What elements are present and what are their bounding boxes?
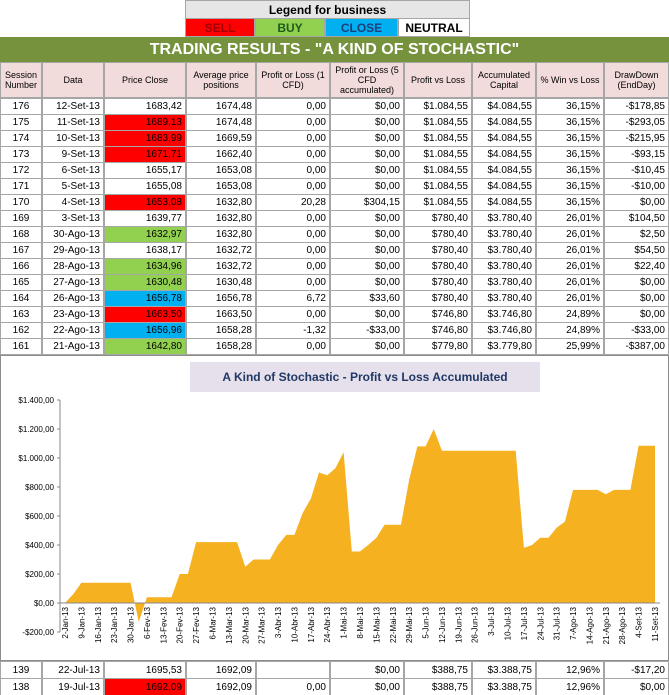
- column-header: Accumulated Capital: [472, 62, 536, 98]
- table-cell: 12,96%: [536, 678, 604, 695]
- table-cell: $3.388,75: [472, 678, 536, 695]
- x-tick-label: 10-Jul-13: [504, 606, 513, 640]
- x-tick-label: 31-Jul-13: [553, 606, 562, 640]
- x-tick-label: 3-Abr-13: [274, 606, 283, 638]
- column-header: DrawDown (EndDay): [604, 62, 669, 98]
- table-cell: 1658,28: [186, 338, 256, 355]
- column-header: Price Close: [104, 62, 186, 98]
- column-header: Session Number: [0, 62, 42, 98]
- x-tick-label: 13-Mar-13: [225, 606, 234, 643]
- x-tick-label: 13-Fev-13: [159, 606, 168, 643]
- chart-title: A Kind of Stochastic - Profit vs Loss Ac…: [222, 370, 507, 384]
- chart-title-box: [190, 362, 540, 392]
- x-tick-label: 26-Jun-13: [471, 606, 480, 643]
- x-tick-label: 27-Fev-13: [192, 606, 201, 643]
- x-tick-label: 20-Fev-13: [176, 606, 185, 643]
- table-cell: $0,00: [330, 338, 404, 355]
- y-tick-label: $600,00: [25, 512, 54, 521]
- column-header: Data: [42, 62, 104, 98]
- x-tick-label: 11-Set-13: [651, 606, 660, 641]
- x-tick-label: 17-Abr-13: [307, 606, 316, 642]
- x-tick-label: 3-Jul-13: [487, 606, 496, 635]
- x-tick-label: 12-Jun-13: [438, 606, 447, 643]
- y-tick-label: $800,00: [25, 483, 54, 492]
- column-header: Average price positions: [186, 62, 256, 98]
- legend-item: BUY: [255, 18, 325, 37]
- x-tick-label: 5-Jun-13: [422, 606, 431, 638]
- x-tick-label: 24-Jul-13: [536, 606, 545, 640]
- x-tick-label: 20-Mar-13: [241, 606, 250, 643]
- x-tick-label: 29-Mai-13: [405, 606, 414, 643]
- x-tick-label: 19-Jun-13: [454, 606, 463, 643]
- x-tick-label: 17-Jul-13: [520, 606, 529, 640]
- x-tick-label: 16-Jan-13: [94, 606, 103, 643]
- y-tick-label: $1.200,00: [18, 425, 54, 434]
- table-cell: 0,00: [256, 338, 330, 355]
- y-tick-label: $1.000,00: [18, 454, 54, 463]
- x-tick-label: 8-Mai-13: [356, 606, 365, 638]
- x-tick-label: 2-Jan-13: [61, 606, 70, 638]
- x-tick-label: 6-Fev-13: [143, 606, 152, 639]
- column-header: Profit or Loss (5 CFD accumulated): [330, 62, 404, 98]
- x-tick-label: 30-Jan-13: [127, 606, 136, 643]
- area: [65, 429, 655, 622]
- x-tick-label: 22-Mai-13: [389, 606, 398, 643]
- table-cell: 1692,09: [104, 678, 186, 695]
- x-tick-label: 15-Mai-13: [372, 606, 381, 643]
- table-cell: $3.779,80: [472, 338, 536, 355]
- x-tick-label: 28-Ago-13: [618, 606, 627, 644]
- table-cell: 25,99%: [536, 338, 604, 355]
- x-tick-label: 9-Jan-13: [77, 606, 86, 638]
- y-tick-label: $0,00: [34, 599, 55, 608]
- table-cell: 19-Jul-13: [42, 678, 104, 695]
- x-tick-label: 7-Ago-13: [569, 606, 578, 639]
- table-cell: 1642,80: [104, 338, 186, 355]
- x-tick-label: 27-Mar-13: [258, 606, 267, 643]
- table-cell: 161: [0, 338, 42, 355]
- legend-item: SELL: [185, 18, 255, 37]
- table-cell: $388,75: [404, 678, 472, 695]
- table-cell: 0,00: [256, 678, 330, 695]
- column-header: % Win vs Loss: [536, 62, 604, 98]
- table-cell: 21-Ago-13: [42, 338, 104, 355]
- x-tick-label: 14-Ago-13: [585, 606, 594, 644]
- legend-item: CLOSE: [325, 18, 398, 37]
- legend-item: NEUTRAL: [398, 18, 470, 37]
- table-cell: 138: [0, 678, 42, 695]
- table-title: TRADING RESULTS - "A KIND OF STOCHASTIC": [0, 37, 669, 62]
- table-cell: $779,80: [404, 338, 472, 355]
- x-tick-label: 23-Jan-13: [110, 606, 119, 643]
- y-tick-label: $1.400,00: [18, 396, 54, 405]
- x-tick-label: 6-Mar-13: [209, 606, 218, 639]
- table-cell: 1692,09: [186, 678, 256, 695]
- table-cell: $0,00: [330, 678, 404, 695]
- column-header: Profit or Loss (1 CFD): [256, 62, 330, 98]
- y-tick-label: $200,00: [25, 570, 54, 579]
- column-header: Profit vs Loss: [404, 62, 472, 98]
- x-tick-label: 21-Ago-13: [602, 606, 611, 644]
- x-tick-label: 1-Mai-13: [340, 606, 349, 638]
- y-tick-label: $400,00: [25, 541, 54, 550]
- y-tick-label: -$200,00: [22, 628, 54, 637]
- x-tick-label: 10-Abr-13: [290, 606, 299, 642]
- x-tick-label: 4-Set-13: [635, 606, 644, 637]
- x-tick-label: 24-Abr-13: [323, 606, 332, 642]
